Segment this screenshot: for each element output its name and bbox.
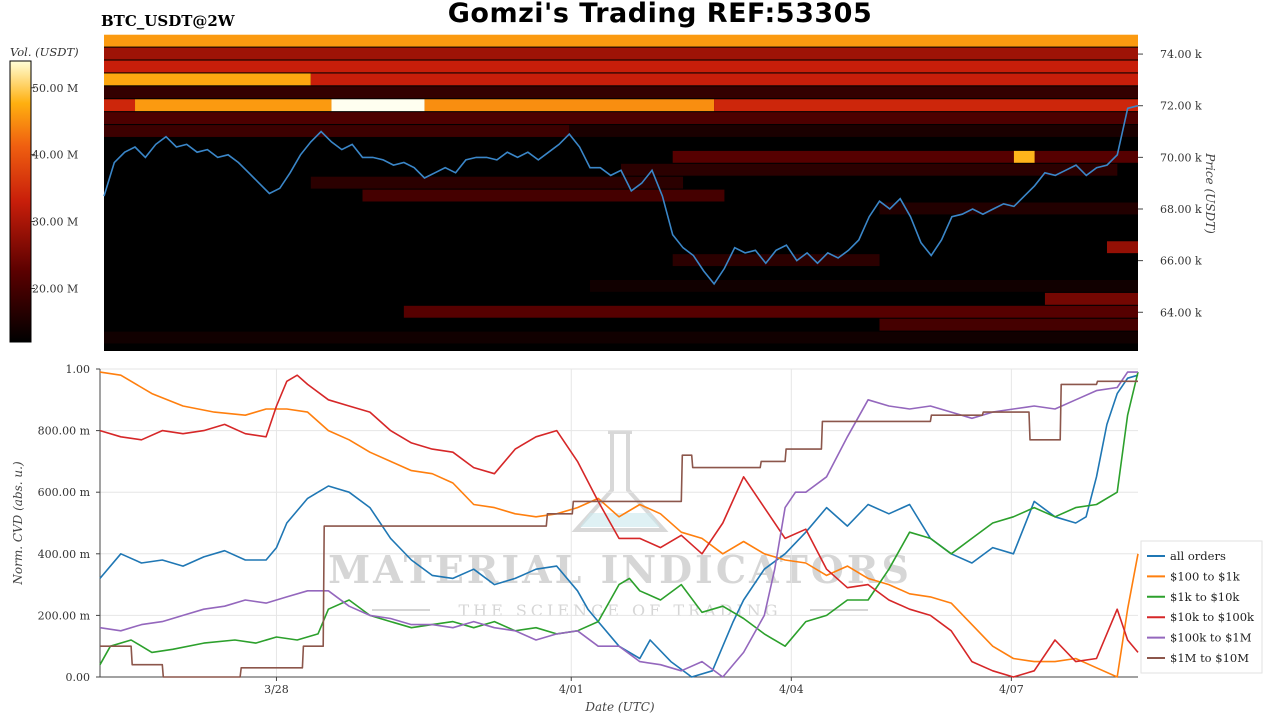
heatmap-wall	[621, 163, 1118, 176]
heatmap-walls	[104, 34, 1138, 344]
cvd-y-tick-label: 1.00	[66, 363, 91, 376]
price-tick-label: 70.00 k	[1160, 151, 1202, 164]
cvd-y-tick-label: 0.00	[66, 671, 91, 684]
cvd-series	[99, 371, 1139, 678]
legend-label: $1k to $10k	[1170, 590, 1240, 604]
cvd-x-tick-label: 4/07	[999, 683, 1024, 696]
heatmap-wall	[104, 331, 1138, 344]
colorbar-ticks: 20.00 M 30.00 M 40.00 M 50.00 M	[31, 82, 78, 295]
heatmap-wall	[589, 279, 1138, 292]
colorbar-tick-label: 20.00 M	[32, 282, 78, 295]
legend-label: $100 to $1k	[1170, 569, 1241, 583]
cvd-x-tick-label: 3/28	[264, 683, 289, 696]
heatmap-wall	[424, 99, 715, 112]
cvd-series-line	[99, 374, 1139, 678]
flask-icon	[571, 430, 669, 532]
heatmap-wall	[1106, 241, 1138, 254]
cvd-x-tick-label: 4/01	[559, 683, 584, 696]
legend-box	[1140, 540, 1263, 674]
heatmap-wall	[403, 305, 1138, 318]
heatmap-wall	[310, 73, 1138, 86]
heatmap-wall	[104, 60, 1138, 73]
cvd-series-line	[99, 371, 1138, 678]
heatmap-wall	[331, 99, 425, 112]
chart-title: Gomzi's Trading REF:53305	[447, 0, 873, 29]
heatmap-wall	[104, 34, 1138, 47]
cvd-series-line	[99, 371, 1139, 666]
heatmap-wall	[569, 125, 1138, 137]
heatmap-wall	[104, 86, 1138, 99]
heatmap-wall	[672, 150, 1138, 163]
price-tick-label: 64.00 k	[1160, 306, 1202, 319]
colorbar-bar	[9, 60, 32, 343]
heatmap-wall	[879, 318, 1138, 331]
heatmap-wall	[714, 99, 1138, 112]
price-tick-label: 66.00 k	[1160, 255, 1202, 268]
heatmap-wall	[104, 73, 311, 86]
heatmap-wall	[1044, 292, 1138, 305]
price-tick-label: 74.00 k	[1160, 48, 1202, 61]
colorbar-label: Vol. (USDT)	[10, 45, 79, 59]
cvd-x-tick-label: 4/04	[779, 683, 804, 696]
heatmap-wall	[879, 202, 1138, 215]
heatmap-wall	[104, 47, 1138, 60]
colorbar-tick-label: 40.00 M	[32, 149, 78, 162]
heatmap-panel: 64.00 k 66.00 k 68.00 k 70.00 k 72.00 k 74.00…	[103, 34, 1217, 351]
price-axis-ticks: 64.00 k 66.00 k 68.00 k 70.00 k 72.00 k 74.00…	[1138, 48, 1202, 319]
cvd-series-line	[99, 374, 1139, 678]
heatmap-wall	[1013, 150, 1035, 163]
legend-label: all orders	[1170, 549, 1226, 563]
price-tick-label: 72.00 k	[1160, 100, 1202, 113]
colorbar-tick-label: 50.00 M	[32, 82, 78, 95]
legend: all orders $100 to $1k $1k to $10k $10k to …	[1140, 540, 1263, 674]
cvd-y-axis-label: Norm. CVD (abs. u.)	[11, 461, 25, 586]
cvd-y-tick-label: 200.00 m	[38, 609, 91, 622]
heatmap-wall	[362, 189, 725, 202]
cvd-panel: 0.00 200.00 m 400.00 m 600.00 m 800.00 m 1.00…	[11, 363, 1139, 714]
price-line	[103, 104, 1139, 286]
watermark-tagline: THE SCIENCE OF TRADING	[458, 601, 781, 620]
heatmap-wall	[310, 176, 684, 189]
cvd-x-axis-label: Date (UTC)	[584, 700, 654, 714]
cvd-y-tick-label: 400.00 m	[38, 548, 91, 561]
cvd-x-ticks: 3/28 4/01 4/04 4/07	[264, 677, 1024, 696]
colorbar-tick-label: 30.00 M	[32, 216, 78, 229]
heatmap-wall	[104, 125, 570, 137]
cvd-y-tick-label: 600.00 m	[38, 486, 91, 499]
cvd-y-ticks: 0.00 200.00 m 400.00 m 600.00 m 800.00 m 1.00	[38, 363, 100, 684]
cvd-series-line	[100, 380, 1138, 678]
legend-label: $10k to $100k	[1170, 610, 1255, 624]
legend-label: $100k to $1M	[1170, 631, 1252, 645]
colorbar: Vol. (USDT) 20.00 M 30.00 M 40.00 M 50.00 M	[9, 45, 79, 343]
heatmap-wall	[104, 99, 136, 112]
price-tick-label: 68.00 k	[1160, 203, 1202, 216]
symbol-label: BTC_USDT@2W	[101, 12, 235, 30]
price-axis-label: Price (USDT)	[1203, 152, 1217, 234]
cvd-series-line	[99, 371, 1139, 678]
heatmap-wall	[135, 99, 332, 112]
heatmap-wall	[672, 254, 880, 267]
cvd-y-tick-label: 800.00 m	[38, 425, 91, 438]
legend-label: $1M to $10M	[1170, 651, 1249, 665]
heatmap-wall	[104, 112, 1138, 125]
